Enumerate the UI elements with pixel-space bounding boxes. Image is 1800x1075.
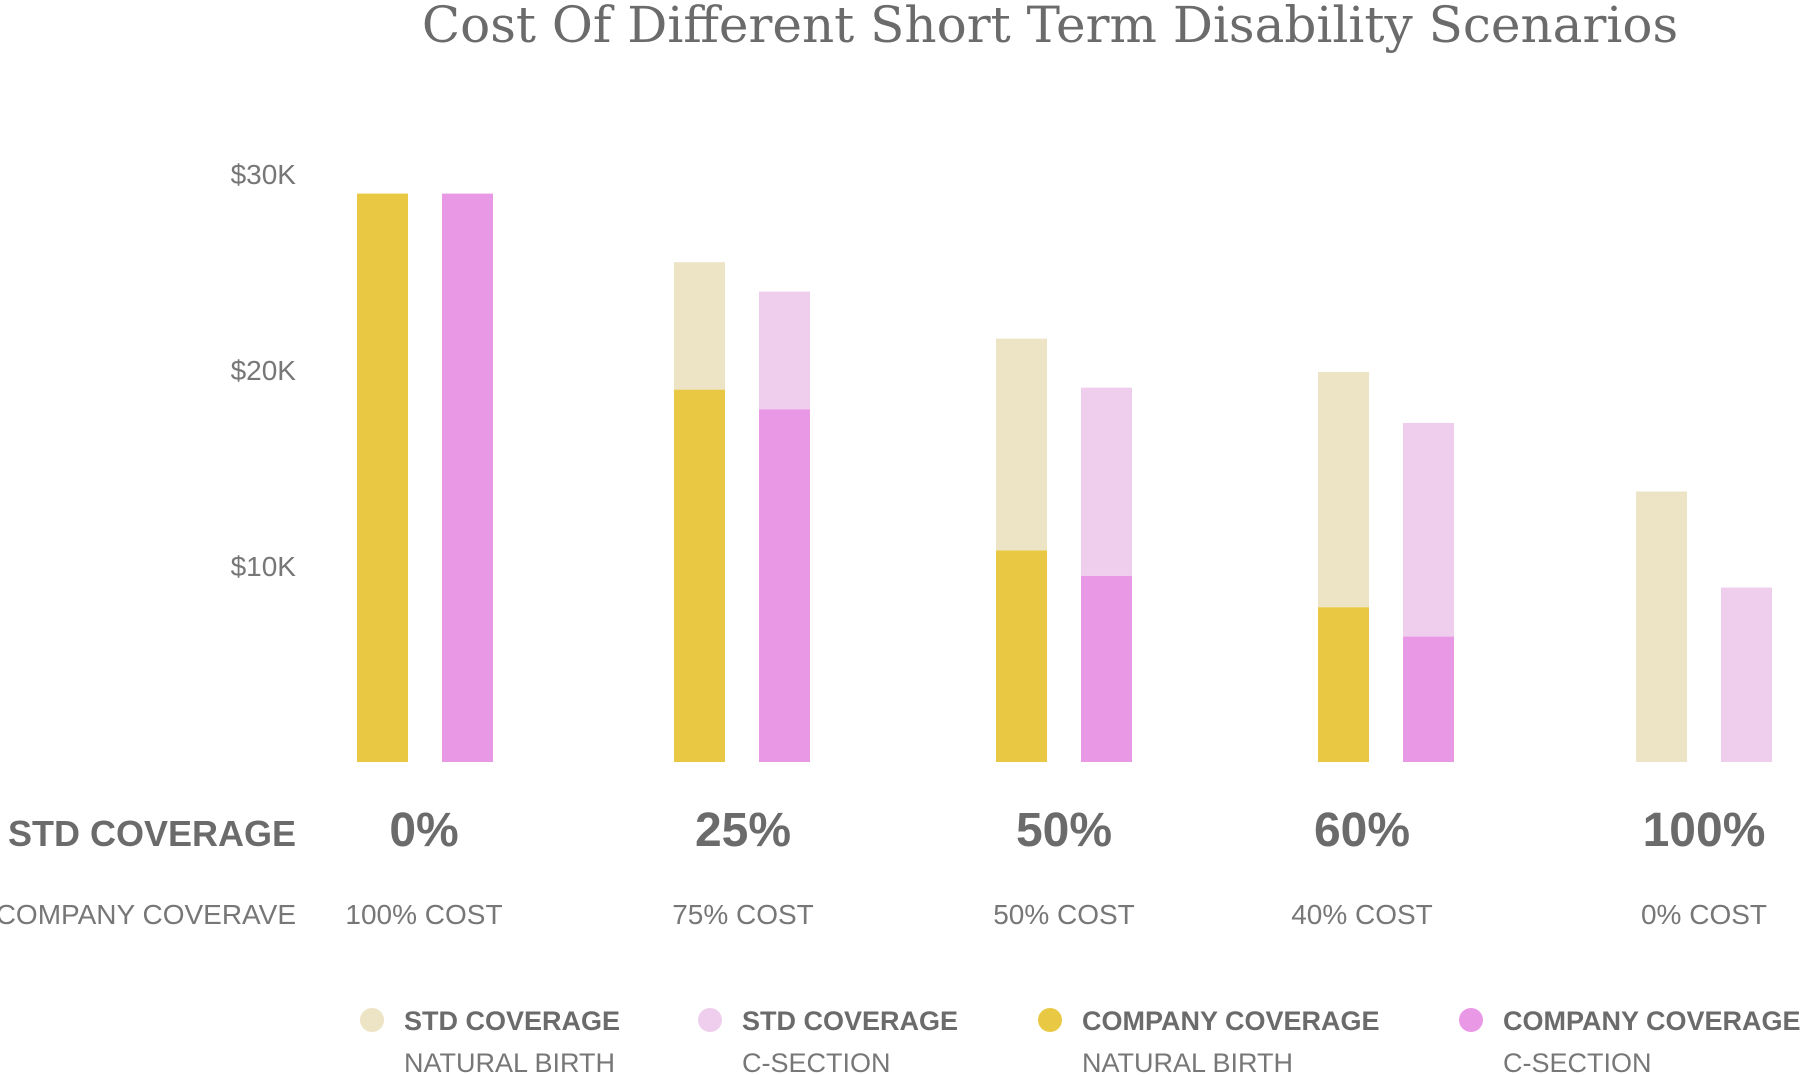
bar-company-coverage-c-section [759, 409, 810, 762]
company-coverage-row-label: COMPANY COVERAVE [0, 899, 296, 930]
y-tick-label: $30K [231, 159, 297, 190]
company-cost-label: 40% COST [1291, 899, 1433, 930]
category-label: 100% [1643, 804, 1766, 857]
legend-swatch [1038, 1008, 1062, 1032]
legend-title: STD COVERAGE [742, 1006, 958, 1036]
category-label: 25% [695, 804, 791, 857]
bar-std-coverage-natural-birth [996, 338, 1047, 551]
legend-title: COMPANY COVERAGE [1503, 1006, 1800, 1036]
legend: STD COVERAGE NATURAL BIRTH STD COVERAGE C-S… [360, 1006, 1800, 1075]
bars-layer [357, 193, 1772, 763]
y-tick-label: $10K [231, 551, 297, 582]
bar-company-coverage-natural-birth [996, 550, 1047, 762]
bar-company-coverage-natural-birth [674, 389, 725, 762]
y-axis-ticks: $10K $20K $30K [231, 159, 297, 582]
std-coverage-row-label: STD COVERAGE [8, 813, 296, 854]
company-cost-label: 0% COST [1641, 899, 1767, 930]
y-tick-label: $20K [231, 355, 297, 386]
bar-company-coverage-natural-birth [357, 193, 408, 763]
bar-std-coverage-c-section [1403, 422, 1454, 637]
bar-std-coverage-natural-birth [674, 262, 725, 390]
company-cost-label: 50% COST [993, 899, 1135, 930]
bar-std-coverage-c-section [1721, 587, 1772, 762]
category-labels: 0% 100% COST 25% 75% COST 50% 50% COST 60% 40% … [345, 804, 1767, 930]
legend-swatch [360, 1008, 384, 1032]
legend-title: COMPANY COVERAGE [1082, 1006, 1380, 1036]
category-label: 50% [1016, 804, 1112, 857]
bar-std-coverage-c-section [1081, 387, 1132, 576]
legend-subtitle: NATURAL BIRTH [1082, 1048, 1293, 1075]
bar-company-coverage-c-section [1081, 575, 1132, 762]
legend-subtitle: C-SECTION [1503, 1048, 1652, 1075]
bar-std-coverage-natural-birth [1318, 371, 1369, 608]
category-label: 60% [1314, 804, 1410, 857]
company-cost-label: 75% COST [672, 899, 814, 930]
legend-subtitle: C-SECTION [742, 1048, 891, 1075]
legend-swatch [698, 1008, 722, 1032]
legend-title: STD COVERAGE [404, 1006, 620, 1036]
bar-std-coverage-c-section [759, 291, 810, 410]
bar-company-coverage-natural-birth [1318, 607, 1369, 762]
chart-title: Cost Of Different Short Term Disability … [422, 0, 1678, 54]
legend-swatch [1459, 1008, 1483, 1032]
bar-company-coverage-c-section [442, 193, 493, 763]
category-label: 0% [389, 804, 458, 857]
bar-std-coverage-natural-birth [1636, 491, 1687, 762]
bar-company-coverage-c-section [1403, 636, 1454, 762]
legend-subtitle: NATURAL BIRTH [404, 1048, 615, 1075]
company-cost-label: 100% COST [345, 899, 502, 930]
